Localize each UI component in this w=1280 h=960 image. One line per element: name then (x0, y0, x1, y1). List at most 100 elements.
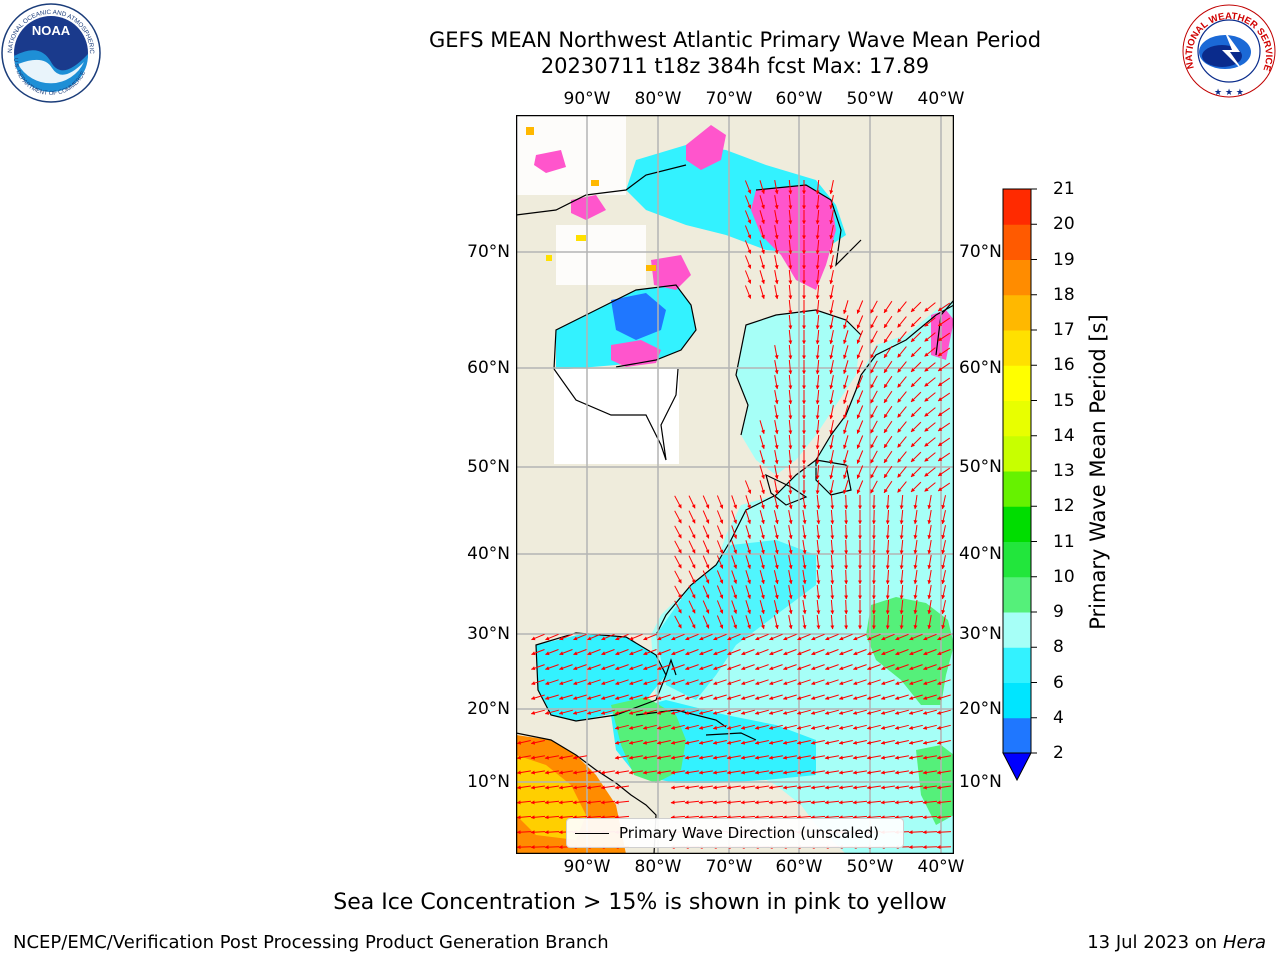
wave-arrow (642, 709, 657, 715)
wave-arrow (910, 406, 922, 418)
wave-arrow (867, 679, 881, 685)
wave-arrow (628, 724, 643, 730)
map-legend: Primary Wave Direction (unscaled) (566, 818, 904, 848)
wave-arrow (936, 770, 951, 775)
wave-arrow (815, 239, 820, 255)
wave-arrow (844, 554, 849, 570)
wave-arrow (774, 285, 779, 300)
wave-arrow (908, 785, 923, 790)
wave-arrow (936, 755, 951, 760)
wave-arrow (936, 724, 951, 730)
wave-arrow (815, 359, 820, 375)
wave-arrow (740, 800, 756, 805)
wave-arrow (830, 599, 835, 615)
wave-arrow (852, 694, 867, 700)
wave-arrow (815, 389, 820, 405)
wave-arrow (773, 615, 779, 630)
wave-arrow (726, 785, 741, 790)
wave-arrow (883, 315, 893, 329)
wave-arrow (910, 436, 922, 448)
colorbar-tick-label: 12 (1053, 496, 1075, 517)
wave-arrow (797, 649, 811, 656)
wave-arrow (572, 770, 587, 775)
wave-arrow (909, 633, 923, 641)
wave-arrow (937, 679, 951, 685)
wave-arrow (810, 770, 825, 775)
colorbar-tick-label: 16 (1053, 355, 1075, 376)
wave-arrow (600, 800, 616, 805)
wave-arrow (670, 815, 686, 820)
wave-arrow (922, 724, 937, 730)
wave-arrow (573, 649, 587, 656)
wave-arrow (740, 724, 755, 730)
wave-arrow (829, 300, 834, 315)
wave-arrow (744, 255, 752, 269)
wave-arrow (924, 482, 936, 492)
wave-arrow (783, 664, 797, 671)
wave-arrow (866, 785, 881, 790)
wave-arrow (941, 600, 946, 615)
wave-arrow (815, 329, 820, 345)
wave-arrow (913, 555, 918, 570)
wave-arrow (802, 570, 807, 585)
colorbar-tick-label: 8 (1053, 637, 1064, 658)
wave-arrow (829, 345, 834, 360)
wave-arrow (830, 554, 835, 570)
wave-arrow (702, 510, 710, 524)
wave-arrow (937, 664, 951, 671)
wave-arrow (883, 330, 893, 344)
wave-arrow (815, 464, 820, 480)
wave-arrow (774, 450, 779, 465)
wave-arrow (839, 649, 853, 656)
wave-arrow (899, 554, 904, 570)
lon-label-60w-top: 60°W (775, 89, 823, 109)
wave-arrow (870, 405, 878, 419)
wave-arrow (702, 540, 710, 554)
wave-arrow (815, 254, 820, 270)
wave-arrow (745, 510, 751, 525)
colorbar-tick-label: 20 (1053, 214, 1075, 235)
wave-arrow (702, 495, 710, 509)
wave-arrow (573, 679, 587, 685)
wave-arrow (699, 679, 713, 685)
ice-speck-2 (646, 265, 656, 271)
wave-arrow (788, 495, 793, 510)
colorbar-band (1003, 259, 1031, 296)
wave-arrow (838, 770, 853, 775)
lat-label-40n-right: 40°N (959, 544, 1002, 564)
wave-arrow (755, 679, 769, 685)
wave-arrow (615, 649, 629, 656)
wave-arrow (941, 495, 946, 510)
wave-arrow (754, 724, 769, 730)
wave-arrow (910, 376, 922, 388)
wave-arrow (768, 815, 784, 820)
wave-arrow (839, 633, 853, 641)
wave-arrow (698, 755, 713, 760)
lon-label-40w-bottom: 40°W (917, 857, 965, 877)
wave-arrow (768, 785, 783, 790)
wave-arrow (530, 800, 546, 805)
lat-label-60n-left: 60°N (467, 358, 510, 378)
wave-arrow (924, 422, 936, 432)
lat-label-70n-left: 70°N (467, 242, 510, 262)
colorbar-band (1003, 647, 1031, 683)
wave-arrow (885, 524, 890, 540)
wave-arrow (897, 301, 907, 313)
wave-arrow (759, 255, 765, 270)
wave-arrow (544, 815, 560, 820)
wave-arrow (937, 649, 951, 656)
wave-arrow (773, 540, 779, 555)
wave-arrow (774, 420, 779, 435)
wave-arrow (788, 254, 793, 270)
wave-arrow (802, 615, 807, 630)
wave-arrow (815, 224, 820, 240)
lon-label-60w-bottom: 60°W (775, 857, 823, 877)
wave-arrow (699, 649, 713, 656)
wave-arrow (788, 389, 793, 405)
wave-arrow (802, 510, 807, 525)
wave-arrow (802, 540, 807, 555)
wave-arrow (745, 495, 751, 510)
wave-arrow (870, 330, 878, 344)
wave-arrow (773, 600, 779, 615)
wave-arrow (601, 633, 615, 641)
